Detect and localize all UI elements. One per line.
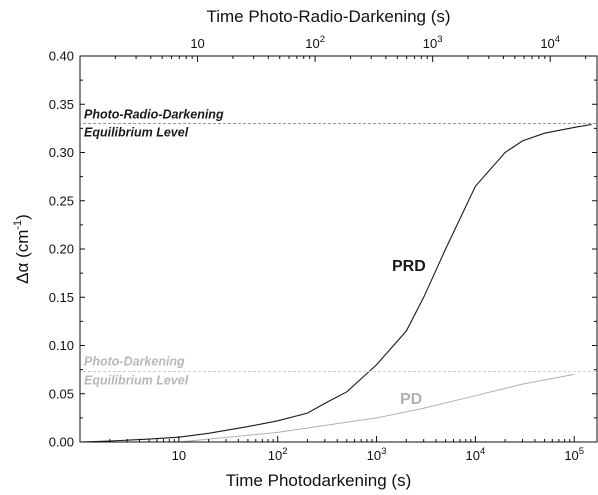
series-label-prd: PRD bbox=[392, 258, 426, 275]
series-line-prd bbox=[79, 123, 592, 443]
series-line-pd bbox=[80, 373, 575, 443]
pd-equilibrium-label-line1: Photo-Darkening bbox=[84, 355, 185, 369]
x-top-axis-title: Time Photo-Radio-Darkening (s) bbox=[206, 7, 450, 26]
y-tick-label: 0.00 bbox=[49, 435, 74, 450]
pd-equilibrium-label-line2: Equilibrium Level bbox=[84, 374, 189, 388]
x-top-tick-label: 104 bbox=[540, 34, 560, 51]
x-bottom-tick-label: 102 bbox=[268, 446, 288, 463]
prd-equilibrium-label-line2: Equilibrium Level bbox=[84, 126, 189, 140]
y-tick-label: 0.40 bbox=[49, 49, 74, 64]
y-tick-label: 0.25 bbox=[49, 193, 74, 208]
prd-equilibrium-label-line1: Photo-Radio-Darkening bbox=[84, 108, 224, 122]
y-tick-label: 0.20 bbox=[49, 242, 74, 257]
x-top-tick-label: 10 bbox=[190, 36, 204, 51]
series-label-pd: PD bbox=[400, 391, 422, 408]
y-tick-label: 0.10 bbox=[49, 338, 74, 353]
y-tick-label: 0.35 bbox=[49, 97, 74, 112]
x-bottom-tick-label: 103 bbox=[367, 446, 387, 463]
y-axis-title: Δα (cm-1) bbox=[12, 214, 32, 284]
x-bottom-axis-title: Time Photodarkening (s) bbox=[226, 471, 412, 490]
x-top-tick-label: 102 bbox=[305, 34, 325, 51]
y-tick-label: 0.15 bbox=[49, 290, 74, 305]
x-bottom-tick-label: 104 bbox=[465, 446, 485, 463]
x-top-tick-label: 103 bbox=[423, 34, 443, 51]
x-bottom-tick-label: 105 bbox=[564, 446, 584, 463]
y-tick-label: 0.05 bbox=[49, 386, 74, 401]
x-bottom-tick-label: 10 bbox=[172, 448, 186, 463]
y-tick-label: 0.30 bbox=[49, 145, 74, 160]
